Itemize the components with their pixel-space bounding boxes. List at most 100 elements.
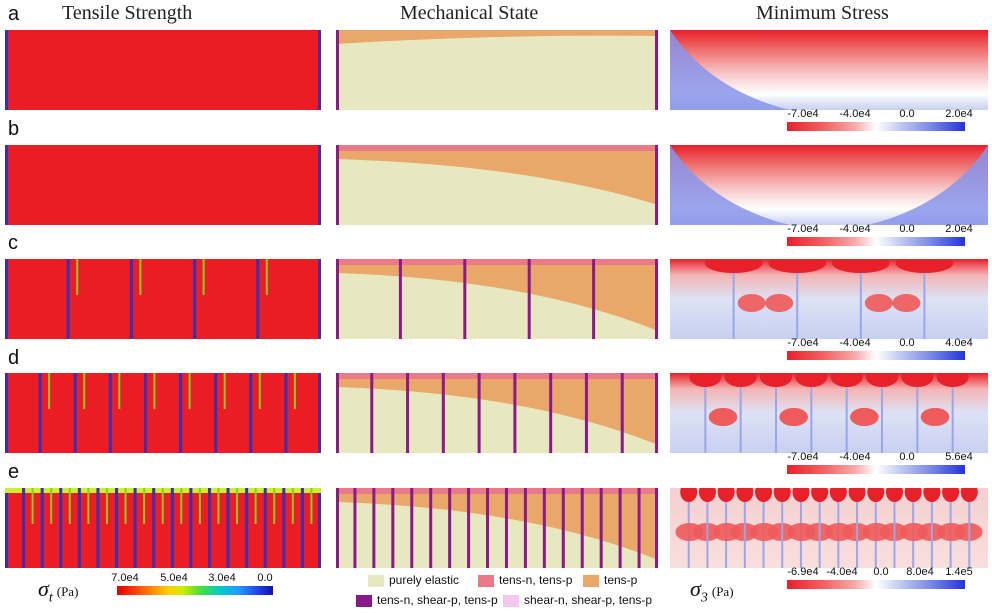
stress-concentration [829,488,847,502]
tensile-symbol-unit: (Pa) [56,584,79,599]
stress-concentration [792,488,810,502]
stress-concentration [811,488,829,502]
stress-panel-a [670,30,988,110]
stress-spot [708,408,737,426]
left-boundary [5,488,8,568]
crack-tip [48,373,51,409]
crack-tip [273,488,276,524]
stress-spot [899,523,928,541]
crack-line [818,488,821,568]
stress-concentration [942,488,960,502]
stress-concentration [831,259,890,273]
stress-tick: -4.0e4 [839,451,871,463]
left-boundary [336,145,339,225]
crack-line [59,488,63,568]
crack-tip [293,373,296,409]
row-label-e: e [8,461,20,483]
stress-tick: -7.0e4 [787,223,819,235]
mechanical-panel-a [336,30,658,110]
tension-zone [336,145,658,205]
tensile-strength-title: Tensile Strength [62,2,193,24]
crack-line [859,259,862,339]
left-boundary [5,145,8,225]
crack-line [477,373,481,453]
stress-spot [779,408,808,426]
stress-concentration [904,488,922,502]
crack-line [523,488,527,568]
crack-line [441,373,445,453]
crack-line [398,259,402,339]
stress-tick: -7.0e4 [787,108,819,120]
surface-zone [336,373,658,379]
stress-concentration [830,373,863,387]
left-boundary [336,259,339,339]
right-boundary [655,488,658,568]
stress-colorbar-e [787,580,965,589]
tensile-panel-b [5,145,321,225]
stress-spot [737,294,766,312]
stress-tick: 0.0 [899,223,915,235]
mechanical-panel-c [336,259,658,339]
crack-line [152,488,156,568]
crack-line [129,259,133,339]
row-label-b: b [8,118,20,140]
crack-line [951,373,954,453]
left-boundary [336,373,339,453]
tensile-symbol-sub: t [48,590,53,606]
stress-panel-d [670,373,988,453]
crack-line [706,488,709,568]
crack-line [486,488,490,568]
stress-tick: 5.6e4 [945,451,973,463]
crack-line [542,488,546,568]
stress-concentration [773,488,791,502]
stress-concentration [717,488,735,502]
legend-tens-p: tens-p [583,573,637,587]
tensile-symbol: σt (Pa) [38,576,78,606]
crack-line [96,488,100,568]
stress-concentration [768,259,827,273]
crack-tip [105,488,108,524]
legend-tens-n-shear-p-tens-p: tens-n, shear-p, tens-p [356,593,498,607]
row-label-d: d [8,347,20,369]
crack-tip [124,488,127,524]
stress-tick: -4.0e4 [839,337,871,349]
crack-line [77,488,81,568]
stress-concentration [960,488,978,502]
crack-line [580,488,584,568]
stress-concentration [885,488,903,502]
stress-spot [850,408,878,426]
stress-tick: 4.0e4 [945,337,973,349]
legend-swatch-0 [368,574,384,587]
crack-line [923,259,926,339]
tension-zone [336,488,658,560]
stress-symbol-sigma: σ [690,576,701,601]
stress-concentration [755,488,773,502]
stress-spot [712,523,741,541]
stress-concentration [865,373,899,387]
crack-tip [202,259,205,295]
legend-label-4: shear-n, shear-p, tens-p [524,593,653,607]
stress-spot [825,523,854,541]
crack-line [410,488,414,568]
crack-line [226,488,230,568]
stress-tick: -7.0e4 [787,451,819,463]
tensile-symbol-sigma: σ [38,576,49,601]
crack-line [245,488,249,568]
crack-tip [87,488,90,524]
crack-line [143,373,147,453]
stress-colorbar-ticks-c: -7.0e4 -4.0e4 0.0 4.0e4 [787,337,972,351]
stress-concentration [936,373,969,387]
right-boundary [318,373,321,453]
crack-line [463,259,467,339]
legend-swatch-2 [583,574,599,587]
tensile-tick-3: 0.0 [257,572,273,584]
stress-colorbar-ticks-d: -7.0e4 -4.0e4 0.0 5.6e4 [787,451,972,465]
minimum-stress-title: Minimum Stress [756,2,889,24]
stress-colorbar-ticks-e: -6.9e4 -4.0e4 0.0 8.0e4 1.4e5 [787,566,972,580]
crack-line [189,488,193,568]
stress-spot [864,294,893,312]
crack-tip [153,373,156,409]
crack-line [893,488,896,568]
tensile-colorbar [117,586,273,595]
crack-line [249,373,253,453]
